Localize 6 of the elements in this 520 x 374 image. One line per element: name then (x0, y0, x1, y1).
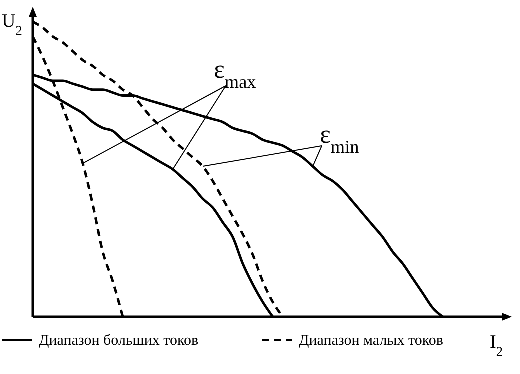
y-axis-title: U$_{2}$ (2, 11, 22, 38)
legend-label: Диапазон больших токов (39, 333, 199, 349)
annotation: ε$_{min}$ (320, 120, 360, 157)
x-axis-title: I$_{2}$ (490, 332, 503, 358)
legend-label: Диапазон малых токов (299, 333, 444, 349)
annotation: ε$_{max}$ (214, 55, 256, 92)
